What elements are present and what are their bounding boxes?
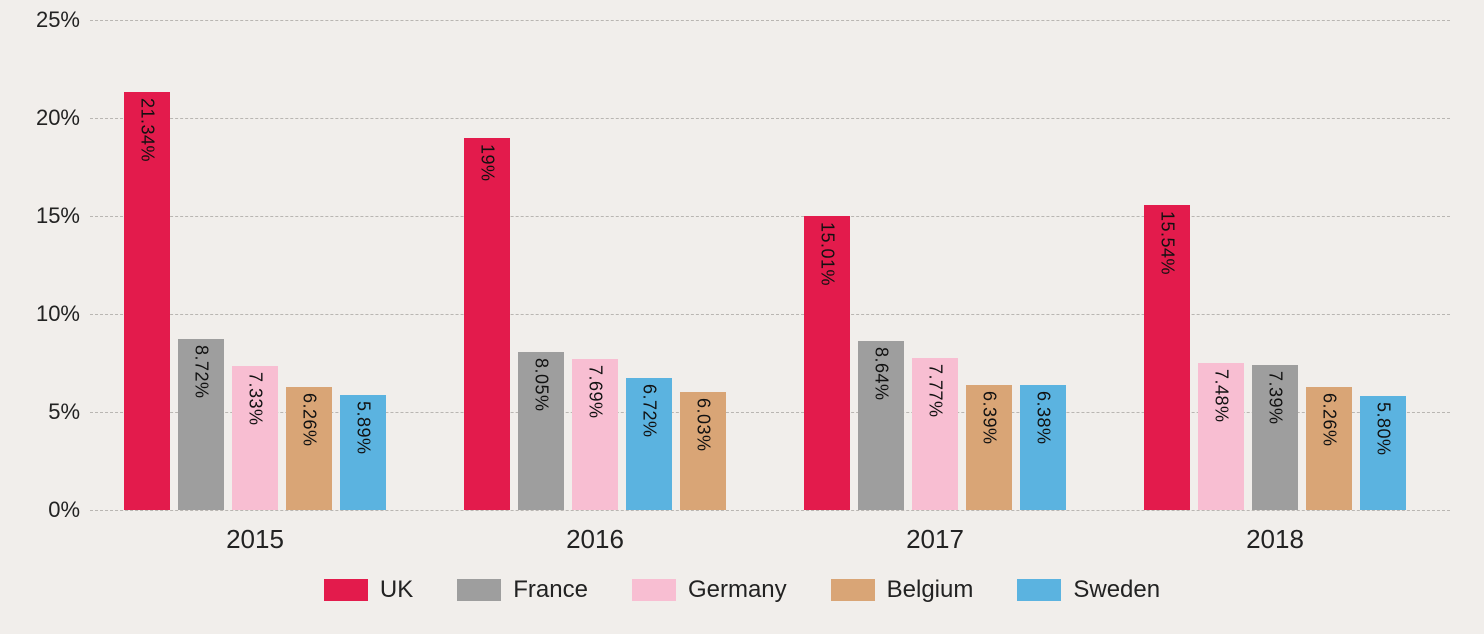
legend-swatch bbox=[457, 579, 501, 601]
bar-value-label: 5.80% bbox=[1373, 402, 1394, 456]
gridline bbox=[90, 118, 1450, 119]
legend-swatch bbox=[831, 579, 875, 601]
bar-value-label: 15.01% bbox=[817, 222, 838, 286]
bar-uk: 15.01% bbox=[804, 216, 850, 510]
legend-swatch bbox=[1017, 579, 1061, 601]
x-tick-label: 2018 bbox=[1246, 524, 1304, 555]
bar-value-label: 7.33% bbox=[245, 372, 266, 426]
bar-value-label: 7.39% bbox=[1265, 371, 1286, 425]
bar-value-label: 6.03% bbox=[693, 398, 714, 452]
bar-france: 7.39% bbox=[1252, 365, 1298, 510]
bar-belgium: 6.26% bbox=[1306, 387, 1352, 510]
bar-value-label: 7.69% bbox=[585, 365, 606, 419]
legend: UK France Germany Belgium Sweden bbox=[0, 576, 1484, 604]
bar-value-label: 5.89% bbox=[353, 401, 374, 455]
bar-value-label: 6.39% bbox=[979, 391, 1000, 445]
bar-sweden: 6.72% bbox=[626, 378, 672, 510]
bar-france: 8.72% bbox=[178, 339, 224, 510]
bar-value-label: 6.26% bbox=[1319, 393, 1340, 447]
legend-swatch bbox=[324, 579, 368, 601]
plot-area: 21.34% 8.72% 7.33% 6.26% 5.89% 19% 8.05% 7.69% 6… bbox=[90, 20, 1450, 510]
gridline bbox=[90, 510, 1450, 511]
bar-belgium: 6.39% bbox=[966, 385, 1012, 510]
y-tick-label: 20% bbox=[20, 105, 80, 131]
bar-value-label: 15.54% bbox=[1157, 211, 1178, 275]
y-tick-label: 15% bbox=[20, 203, 80, 229]
bar-uk: 19% bbox=[464, 138, 510, 510]
bar-value-label: 8.05% bbox=[531, 358, 552, 412]
y-tick-label: 0% bbox=[20, 497, 80, 523]
legend-label: Sweden bbox=[1073, 576, 1160, 604]
x-tick-label: 2015 bbox=[226, 524, 284, 555]
bar-uk: 21.34% bbox=[124, 92, 170, 510]
y-tick-label: 10% bbox=[20, 301, 80, 327]
bar-value-label: 7.48% bbox=[1211, 369, 1232, 423]
legend-item-sweden: Sweden bbox=[1017, 576, 1160, 604]
legend-label: Germany bbox=[688, 576, 787, 604]
legend-item-germany: Germany bbox=[632, 576, 787, 604]
legend-item-belgium: Belgium bbox=[831, 576, 974, 604]
legend-label: France bbox=[513, 576, 588, 604]
bar-uk: 15.54% bbox=[1144, 205, 1190, 510]
bar-germany: 7.48% bbox=[1198, 363, 1244, 510]
bar-value-label: 6.26% bbox=[299, 393, 320, 447]
legend-swatch bbox=[632, 579, 676, 601]
bar-germany: 7.33% bbox=[232, 366, 278, 510]
legend-item-uk: UK bbox=[324, 576, 413, 604]
gridline bbox=[90, 314, 1450, 315]
bar-value-label: 8.72% bbox=[191, 345, 212, 399]
gridline bbox=[90, 216, 1450, 217]
bar-france: 8.05% bbox=[518, 352, 564, 510]
x-tick-label: 2017 bbox=[906, 524, 964, 555]
bar-value-label: 21.34% bbox=[137, 98, 158, 162]
legend-item-france: France bbox=[457, 576, 588, 604]
bar-sweden: 5.80% bbox=[1360, 396, 1406, 510]
x-tick-label: 2016 bbox=[566, 524, 624, 555]
bar-value-label: 8.64% bbox=[871, 347, 892, 401]
bar-sweden: 6.38% bbox=[1020, 385, 1066, 510]
y-tick-label: 25% bbox=[20, 7, 80, 33]
bar-value-label: 6.72% bbox=[639, 384, 660, 438]
y-tick-label: 5% bbox=[20, 399, 80, 425]
bar-belgium: 6.26% bbox=[286, 387, 332, 510]
bar-value-label: 19% bbox=[477, 144, 498, 182]
bar-france: 8.64% bbox=[858, 341, 904, 510]
bar-germany: 7.69% bbox=[572, 359, 618, 510]
bar-belgium: 6.03% bbox=[680, 392, 726, 510]
bar-value-label: 6.38% bbox=[1033, 391, 1054, 445]
bar-sweden: 5.89% bbox=[340, 395, 386, 510]
gridline bbox=[90, 20, 1450, 21]
bar-value-label: 7.77% bbox=[925, 364, 946, 418]
legend-label: Belgium bbox=[887, 576, 974, 604]
bar-germany: 7.77% bbox=[912, 358, 958, 510]
legend-label: UK bbox=[380, 576, 413, 604]
chart-container: 21.34% 8.72% 7.33% 6.26% 5.89% 19% 8.05% 7.69% 6… bbox=[0, 0, 1484, 634]
